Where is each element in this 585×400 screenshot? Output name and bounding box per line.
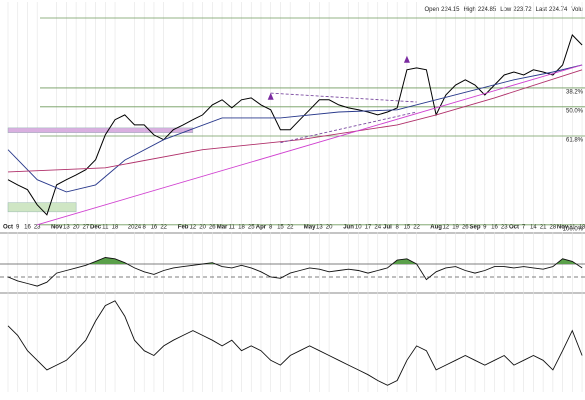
- x-tick-label: 8: [396, 225, 400, 231]
- x-tick-label: Feb: [178, 225, 189, 231]
- x-tick-label: 8: [269, 225, 273, 231]
- x-tick-label: 13: [316, 225, 323, 231]
- header-value: 224.74: [549, 7, 568, 13]
- signal-marker: [403, 55, 410, 63]
- x-tick-label: Jul: [383, 225, 392, 231]
- x-tick-label: 22: [160, 225, 167, 231]
- indicator-line: [7, 257, 583, 287]
- x-tick-label: 27: [82, 225, 89, 231]
- x-tick-label: 12: [442, 225, 449, 231]
- x-tick-label: 10: [355, 225, 362, 231]
- overlay-line: [7, 64, 583, 193]
- x-tick-label: Mar: [217, 225, 228, 231]
- x-tick-label: 17: [365, 225, 372, 231]
- x-tick-label: 16: [491, 225, 498, 231]
- x-tick-label: Dec: [90, 225, 102, 231]
- x-tick-label: 9: [16, 225, 20, 231]
- x-tick-label: 23: [501, 225, 508, 231]
- x-tick-label: 7: [522, 225, 526, 231]
- signal-marker: [267, 92, 274, 100]
- x-tick-label: 19: [452, 225, 459, 231]
- overlay-line: [7, 69, 583, 173]
- x-tick-label: Oct: [509, 225, 519, 231]
- x-tick-label: Jun: [343, 225, 354, 231]
- fib-label: 100.0%: [563, 226, 584, 232]
- x-tick-label: 21: [540, 225, 547, 231]
- x-tick-label: 20: [326, 225, 333, 231]
- x-tick-label: 26: [209, 225, 216, 231]
- zone: [7, 202, 77, 213]
- x-tick-label: 8: [143, 225, 147, 231]
- x-tick-label: 26: [462, 225, 469, 231]
- x-tick-label: 16: [24, 225, 31, 231]
- x-tick-label: 12: [190, 225, 197, 231]
- fib-label: 38.2%: [566, 89, 584, 95]
- x-tick-label: Nov: [51, 225, 63, 231]
- x-tick-label: 23: [34, 225, 41, 231]
- header-value: 224.15: [441, 7, 460, 13]
- x-tick-label: Aug: [430, 225, 442, 231]
- x-tick-label: Nov: [557, 225, 569, 231]
- x-tick-label: 18: [579, 225, 585, 231]
- x-tick-label: 11: [569, 225, 576, 231]
- indicator-line: [7, 300, 583, 386]
- header-label: Open: [424, 7, 439, 13]
- x-tick-label: 20: [73, 225, 80, 231]
- x-tick-label: 24: [374, 225, 381, 231]
- x-tick-label: 15: [277, 225, 284, 231]
- x-tick-label: 22: [413, 225, 420, 231]
- fib-label: 50.0%: [566, 108, 584, 114]
- zone: [7, 127, 194, 133]
- x-tick-label: May: [304, 225, 316, 231]
- x-tick-label: 13: [63, 225, 70, 231]
- x-tick-label: 20: [199, 225, 206, 231]
- x-tick-label: 28: [550, 225, 557, 231]
- x-tick-label: 2024: [128, 225, 142, 231]
- header-label: Low: [500, 7, 512, 13]
- overlay-line: [280, 111, 417, 144]
- fib-label: 61.8%: [566, 138, 584, 144]
- overlay-line: [270, 92, 417, 103]
- overlay-line: [37, 64, 583, 226]
- x-tick-label: 9: [483, 225, 487, 231]
- x-tick-label: 18: [238, 225, 245, 231]
- x-tick-label: 16: [151, 225, 158, 231]
- x-tick-label: Apr: [256, 225, 267, 231]
- x-tick-label: 15: [404, 225, 411, 231]
- header-value: 224.85: [478, 7, 497, 13]
- x-tick-label: 18: [112, 225, 119, 231]
- header-label: Volu: [571, 7, 583, 13]
- x-tick-label: 22: [287, 225, 294, 231]
- header-label: Last: [536, 7, 548, 13]
- x-tick-label: 25: [248, 225, 255, 231]
- x-tick-label: 11: [229, 225, 236, 231]
- header-label: High: [464, 7, 476, 13]
- header: Open 224.15 High 224.85 Low 223.72 Last 224.74 V…: [424, 7, 583, 13]
- x-tick-label: 14: [530, 225, 537, 231]
- header-value: 223.72: [513, 7, 532, 13]
- x-tick-label: 11: [102, 225, 109, 231]
- x-tick-label: Sep: [470, 225, 481, 231]
- x-tick-label: Oct: [3, 225, 13, 231]
